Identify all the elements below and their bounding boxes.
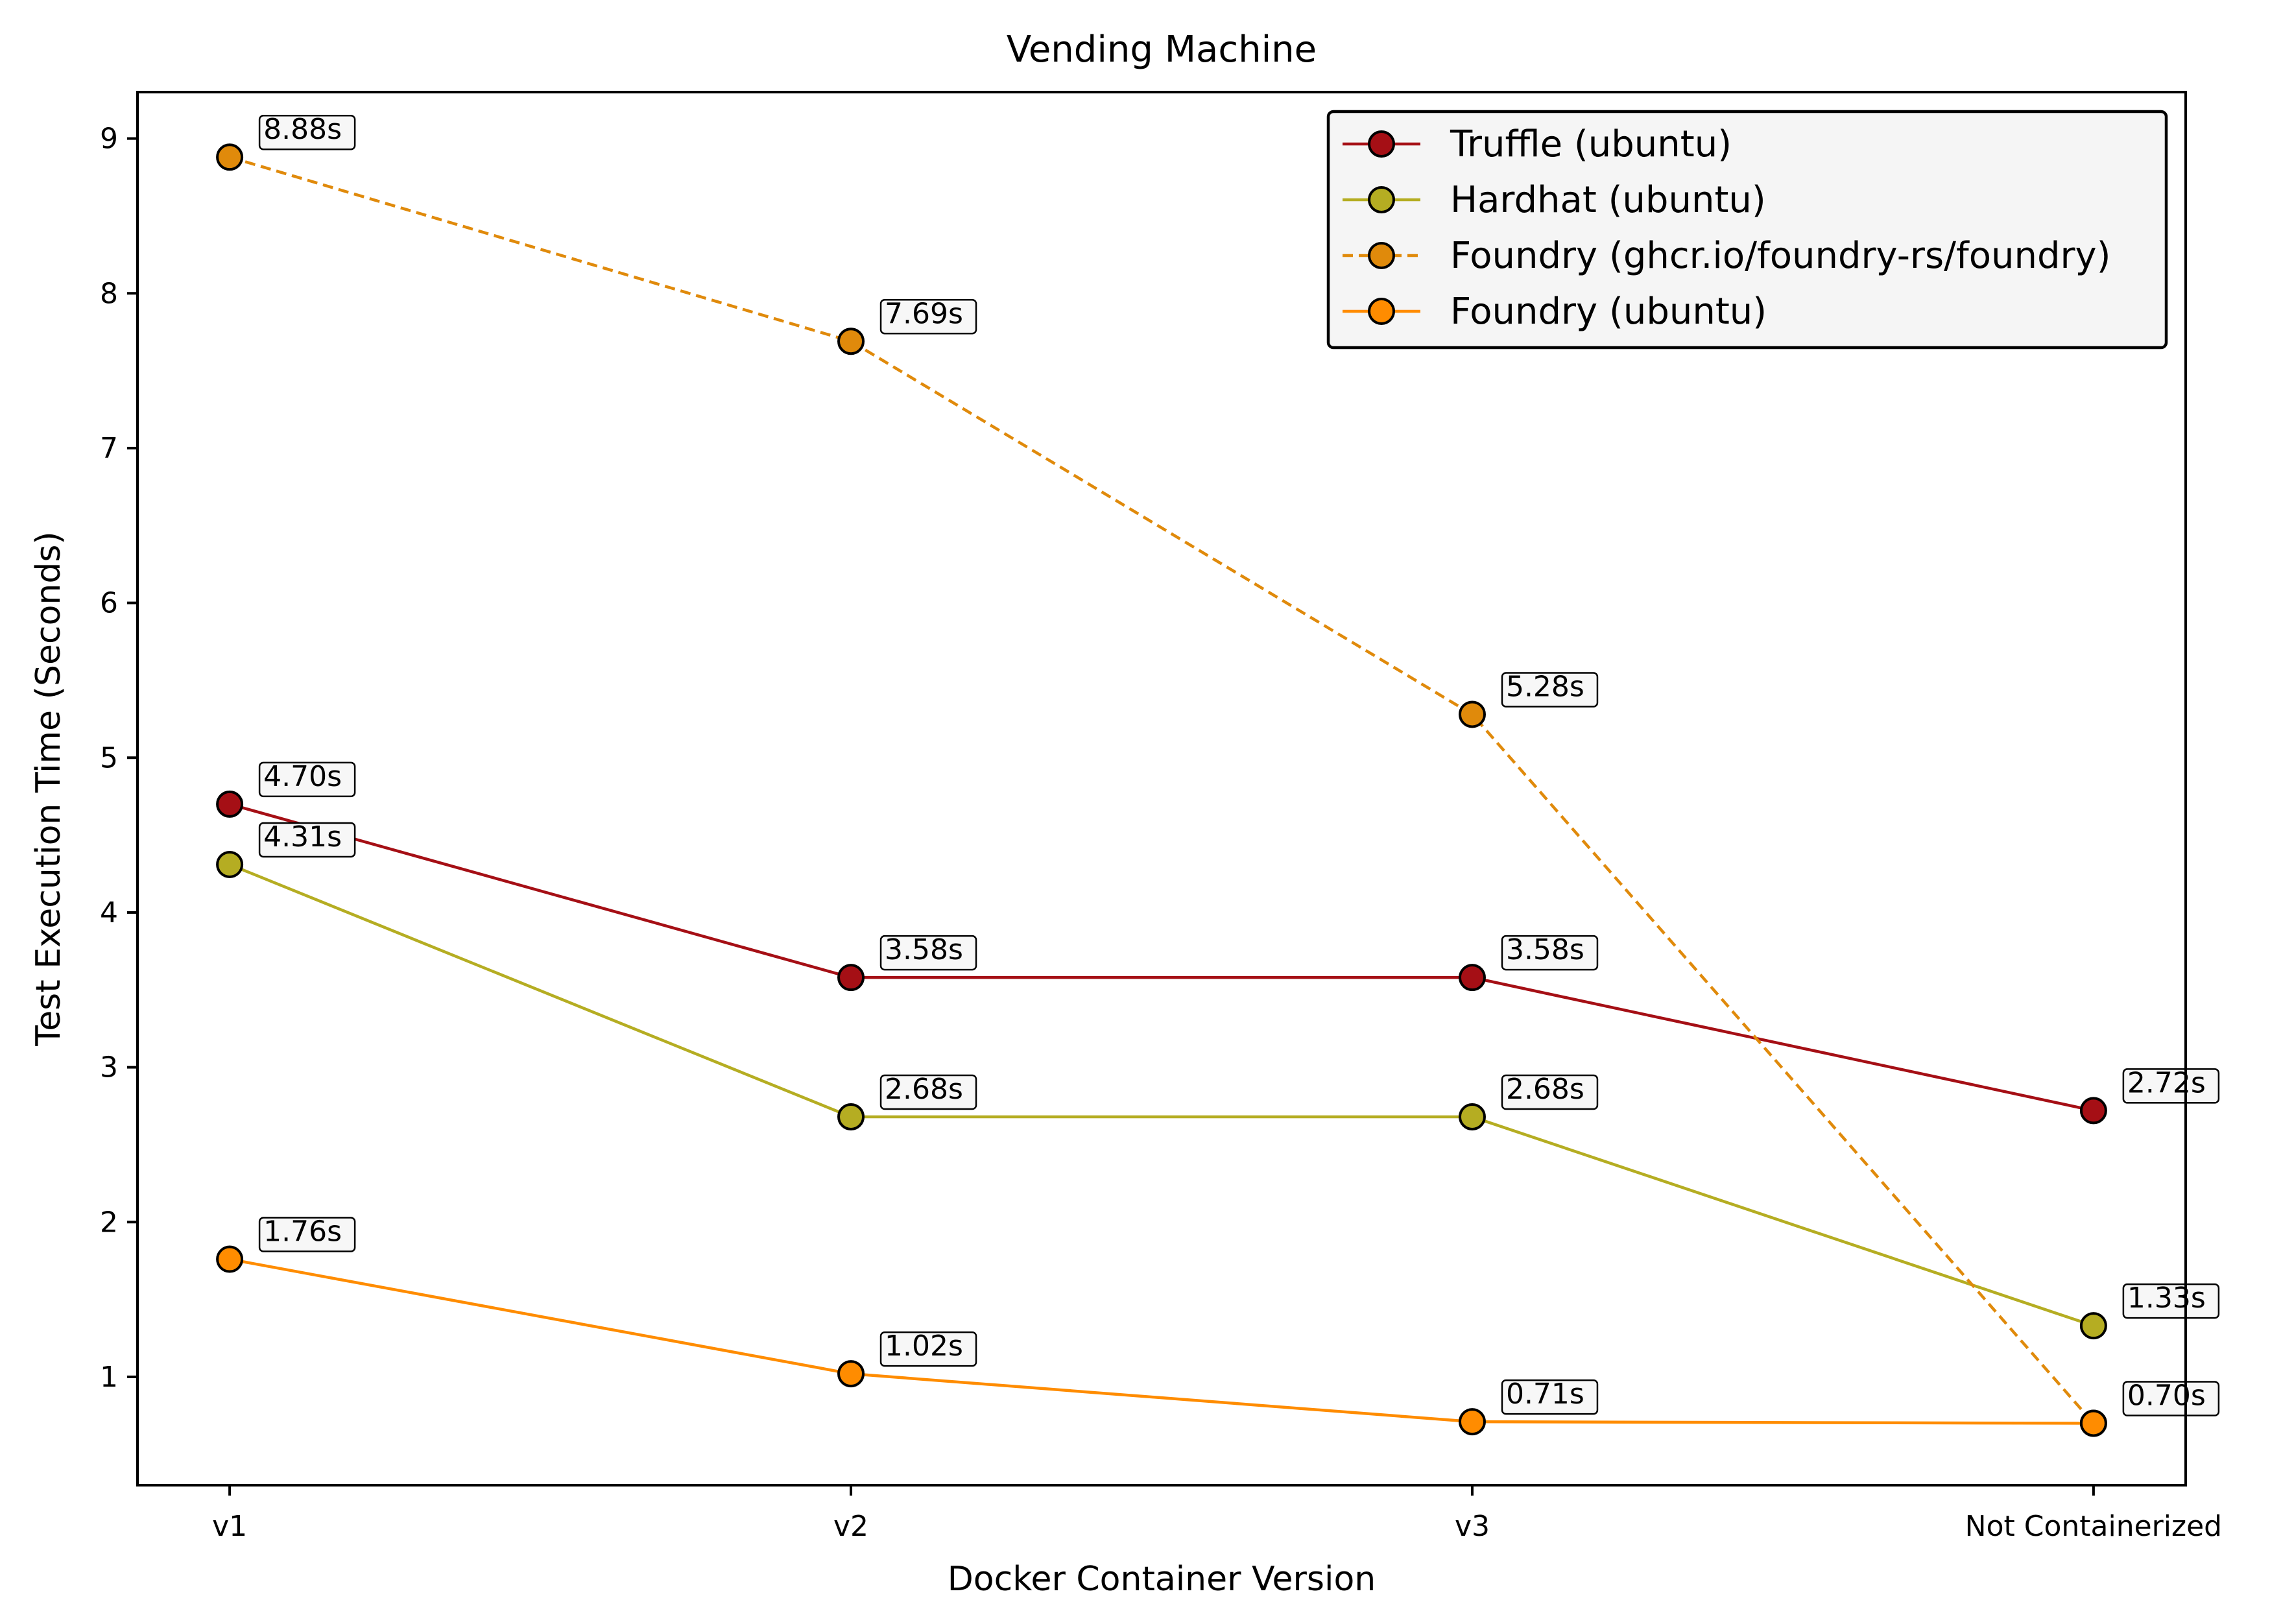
data-point [2079, 1097, 2107, 1125]
data-label-box [258, 114, 356, 150]
data-point [837, 1360, 865, 1388]
y-tick-label: 4 [100, 896, 118, 929]
data-label: 7.69s [885, 297, 963, 330]
y-tick-label: 7 [100, 432, 118, 465]
x-tick-label: v1 [212, 1510, 247, 1543]
data-point [837, 328, 865, 355]
data-label: 1.02s [885, 1330, 963, 1363]
data-label: 2.68s [1506, 1073, 1584, 1106]
data-label: 0.70s [2127, 1379, 2206, 1413]
legend-label: Foundry (ghcr.io/foundry-rs/foundry) [1450, 235, 2111, 277]
data-label: 1.76s [263, 1215, 342, 1248]
y-tick-label: 2 [100, 1206, 118, 1239]
legend-label: Truffle (ubuntu) [1450, 123, 1732, 165]
y-tick-label: 6 [100, 587, 118, 620]
data-label: 3.58s [885, 933, 963, 966]
data-point [216, 790, 244, 818]
y-tick-label: 1 [100, 1361, 118, 1394]
data-label-box [879, 299, 977, 335]
data-label-box [1501, 1074, 1599, 1110]
y-tick-label: 8 [100, 277, 118, 310]
data-label: 4.70s [263, 760, 342, 793]
series-hardhat-ubuntu: 4.31s 2.68s 2.68s 1.33s [216, 820, 2220, 1340]
data-label: 5.28s [1506, 670, 1584, 703]
data-label-box [2122, 1068, 2220, 1104]
data-label-box [1501, 1379, 1599, 1415]
axes: 1 2 3 4 5 6 7 8 9 v1 v2 v3 Not Containerized [100, 123, 2222, 1543]
data-point [1458, 1408, 1486, 1436]
data-label: 1.33s [2127, 1282, 2206, 1315]
data-label-box [258, 1217, 356, 1252]
data-label: 2.68s [885, 1073, 963, 1106]
x-axis-label: Docker Container Version [948, 1560, 1376, 1599]
legend-marker [1368, 130, 1395, 158]
data-point [837, 1103, 865, 1130]
legend-item-truffle-ubuntu: Truffle (ubuntu) [1343, 123, 1732, 165]
legend-marker [1368, 298, 1395, 325]
chart-title: Vending Machine [1007, 29, 1317, 71]
data-point [216, 143, 244, 171]
legend-label: Foundry (ubuntu) [1450, 291, 1767, 333]
series-foundry-ubuntu: 1.76s 1.02s 0.71s 0.70s [216, 1215, 2220, 1437]
legend-item-foundry-ubuntu: Foundry (ubuntu) [1343, 291, 1767, 333]
series-foundry-ghcr-io-foundry-rs-foundry: 8.88s 7.69s 5.28s [216, 113, 2107, 1437]
series-line [229, 863, 2094, 1328]
plot-area: 4.70s 3.58s 3.58s 2.72s 4.31s 2.68s 2.68s 1.33s… [216, 113, 2220, 1437]
x-tick-label: v2 [833, 1510, 868, 1543]
data-point [837, 964, 865, 992]
data-label: 3.58s [1506, 933, 1584, 966]
data-label-box [1501, 935, 1599, 971]
data-label: 8.88s [263, 113, 342, 146]
y-axis-label: Test Execution Time (Seconds) [29, 531, 68, 1046]
data-label-box [879, 1331, 977, 1367]
data-label-box [2122, 1381, 2220, 1416]
series-truffle-ubuntu: 4.70s 3.58s 3.58s 2.72s [216, 760, 2220, 1125]
data-point [1458, 964, 1486, 992]
series-line [229, 156, 2095, 1425]
data-label-box [2122, 1283, 2220, 1319]
data-label-box [258, 822, 356, 858]
data-label: 4.31s [263, 820, 342, 854]
data-label: 0.71s [1506, 1378, 1584, 1411]
series-line [229, 1258, 2094, 1425]
data-label-box [879, 1074, 977, 1110]
legend-marker [1368, 242, 1395, 269]
data-label-box [1501, 672, 1599, 708]
y-tick-label: 9 [100, 123, 118, 156]
x-tick-label: Not Containerized [1965, 1510, 2222, 1543]
y-tick-label: 5 [100, 741, 118, 774]
plot-frame [136, 91, 2187, 1487]
data-label-box [879, 935, 977, 971]
data-point [216, 850, 244, 878]
data-point [216, 1245, 244, 1273]
data-point [2079, 1409, 2107, 1437]
legend-label: Hardhat (ubuntu) [1450, 179, 1766, 221]
legend-box [1326, 110, 2168, 350]
y-tick-label: 3 [100, 1051, 118, 1084]
legend-item-hardhat-ubuntu: Hardhat (ubuntu) [1343, 179, 1766, 221]
series-line [229, 802, 2094, 1112]
legend-item-foundry-ghcr-io-foundry-rs-foundry: Foundry (ghcr.io/foundry-rs/foundry) [1343, 235, 2111, 277]
data-point [2079, 1312, 2107, 1340]
legend-marker [1368, 186, 1395, 213]
data-point [1458, 1103, 1486, 1130]
data-label: 2.72s [2127, 1066, 2206, 1099]
legend: Truffle (ubuntu) Hardhat (ubuntu) Foundry … [1326, 110, 2168, 350]
data-point [1458, 700, 1486, 728]
data-label-box [258, 761, 356, 798]
x-tick-label: v3 [1455, 1510, 1490, 1543]
